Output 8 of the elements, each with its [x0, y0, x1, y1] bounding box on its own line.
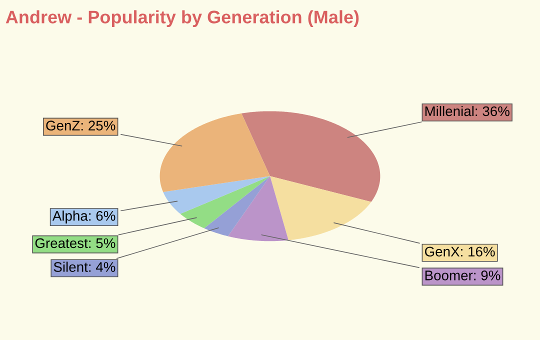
slice-label: Millenial: 36%: [425, 106, 510, 116]
slice-label: Silent: 4%: [54, 262, 116, 272]
slice-label: Boomer: 9%: [425, 270, 500, 280]
slice-label: GenX: 16%: [424, 246, 495, 257]
chart-title: Andrew - Popularity by Generation (Male): [6, 10, 359, 28]
slice-label: GenZ: 25%: [46, 120, 116, 131]
slice-label: Greatest: 5%: [35, 238, 116, 248]
slice-label: Alpha: 6%: [52, 210, 116, 224]
